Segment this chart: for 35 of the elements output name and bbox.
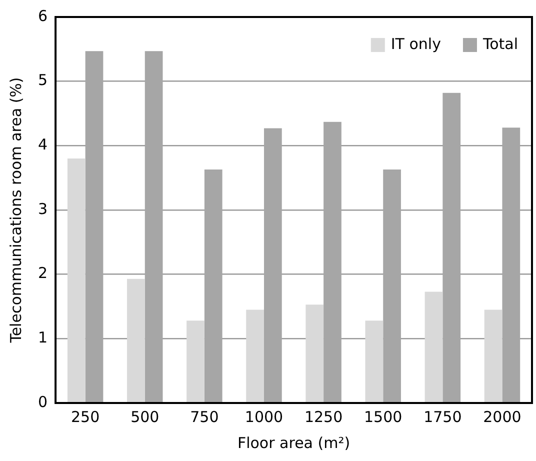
bar bbox=[264, 128, 282, 402]
x-tick-label: 1750 bbox=[424, 408, 462, 426]
x-tick-label: 500 bbox=[130, 408, 160, 426]
bar bbox=[85, 51, 104, 402]
y-axis-title: Telecommunications room area (%) bbox=[6, 77, 25, 344]
bar bbox=[502, 128, 520, 402]
bar bbox=[424, 292, 443, 402]
y-tick-label: 3 bbox=[38, 200, 48, 218]
y-tick-label: 4 bbox=[38, 136, 48, 154]
legend-label: IT only bbox=[390, 34, 442, 53]
bar bbox=[324, 122, 342, 402]
bar bbox=[186, 320, 204, 402]
bar bbox=[67, 158, 86, 402]
x-tick-label: 2000 bbox=[483, 408, 522, 426]
y-tick-label: 0 bbox=[38, 392, 48, 411]
legend-label: Total bbox=[482, 34, 518, 53]
x-tick-label: 750 bbox=[190, 408, 219, 426]
bar bbox=[204, 169, 222, 402]
bar bbox=[442, 92, 461, 402]
bar bbox=[144, 51, 163, 402]
x-tick-label: 1500 bbox=[364, 408, 402, 426]
x-tick-label: 1000 bbox=[244, 408, 284, 426]
y-tick-label: 6 bbox=[38, 6, 48, 25]
bar bbox=[306, 304, 324, 402]
x-tick-label: 250 bbox=[71, 408, 100, 426]
y-tick-label: 2 bbox=[38, 264, 48, 282]
bar bbox=[365, 320, 384, 402]
bar bbox=[127, 278, 145, 402]
y-tick-label: 1 bbox=[38, 328, 48, 347]
bar bbox=[246, 310, 264, 402]
y-tick-label: 5 bbox=[38, 71, 48, 90]
bar bbox=[484, 310, 502, 402]
x-tick-label: 1250 bbox=[304, 408, 343, 426]
x-axis-title: Floor area (m²) bbox=[237, 434, 350, 452]
bar bbox=[383, 169, 401, 402]
